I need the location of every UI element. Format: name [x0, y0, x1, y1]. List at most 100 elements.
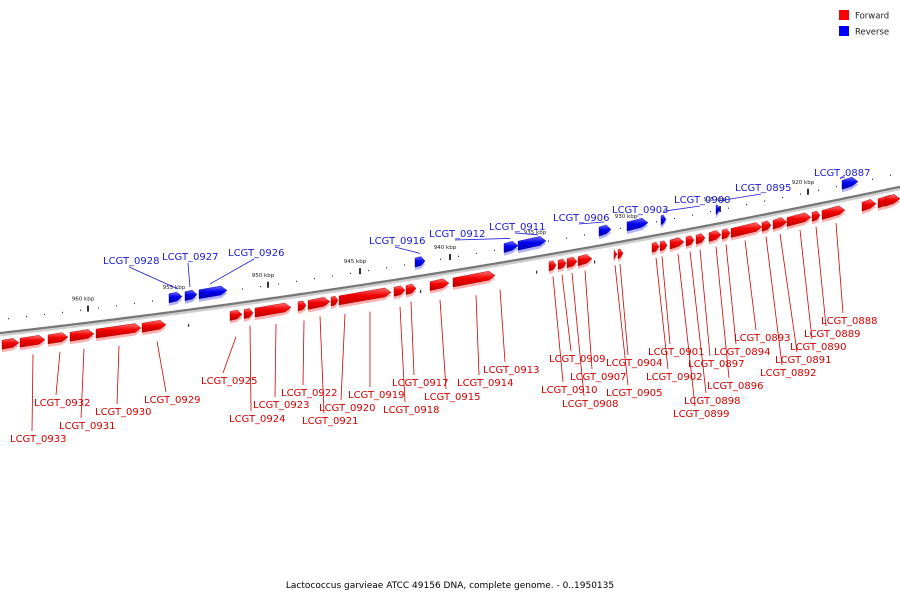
- forward-gene-arrow[interactable]: [307, 296, 331, 310]
- forward-gene-arrow[interactable]: [772, 217, 788, 230]
- forward-gene-arrow[interactable]: [685, 235, 695, 247]
- minor-tick: [420, 289, 422, 293]
- forward-gene-arrow[interactable]: [811, 210, 821, 222]
- forward-gene-arrow[interactable]: [405, 283, 417, 295]
- forward-gene-arrow[interactable]: [695, 233, 706, 245]
- forward-gene-label[interactable]: LCGT_0896: [707, 381, 764, 392]
- forward-gene-arrow[interactable]: [243, 308, 254, 319]
- reverse-gene-label[interactable]: LCGT_0912: [429, 229, 486, 240]
- reverse-gene-arrow[interactable]: [715, 204, 721, 215]
- forward-gene-arrow[interactable]: [393, 285, 406, 297]
- forward-gene-label[interactable]: LCGT_0919: [348, 390, 405, 401]
- minor-tick: [594, 260, 596, 264]
- forward-gene-label[interactable]: LCGT_0904: [606, 358, 663, 369]
- forward-gene-arrow[interactable]: [708, 230, 722, 242]
- forward-gene-label[interactable]: LCGT_0913: [483, 365, 540, 376]
- reverse-gene-arrow[interactable]: [198, 285, 228, 300]
- forward-gene-label[interactable]: LCGT_0929: [144, 395, 201, 406]
- forward-gene-arrow[interactable]: [566, 256, 578, 268]
- forward-gene-label[interactable]: LCGT_0922: [281, 388, 338, 399]
- reverse-gene-arrow[interactable]: [184, 289, 198, 301]
- reverse-gene-arrow[interactable]: [414, 256, 426, 268]
- forward-gene-label[interactable]: LCGT_0893: [734, 333, 791, 344]
- reverse-gene-label[interactable]: LCGT_0895: [735, 183, 792, 194]
- forward-gene-arrow[interactable]: [330, 295, 339, 307]
- forward-gene-arrow[interactable]: [338, 287, 392, 306]
- forward-gene-arrow[interactable]: [69, 329, 95, 342]
- forward-gene-label[interactable]: LCGT_0925: [201, 376, 258, 387]
- forward-gene-label[interactable]: LCGT_0933: [10, 434, 67, 445]
- reverse-gene-arrow[interactable]: [168, 291, 183, 304]
- forward-gene-label[interactable]: LCGT_0931: [59, 421, 116, 432]
- reverse-gene-label[interactable]: LCGT_0906: [553, 213, 610, 224]
- forward-gene-arrow[interactable]: [254, 302, 292, 318]
- forward-gene-arrow[interactable]: [617, 248, 624, 260]
- forward-gene-arrow[interactable]: [577, 254, 593, 267]
- forward-gene-label[interactable]: LCGT_0908: [562, 399, 619, 410]
- forward-gene-arrow[interactable]: [721, 228, 731, 240]
- forward-gene-label[interactable]: LCGT_0905: [606, 388, 663, 399]
- forward-gene-label[interactable]: LCGT_0910: [541, 385, 598, 396]
- forward-gene-label[interactable]: LCGT_0924: [229, 414, 286, 425]
- forward-gene-label[interactable]: LCGT_0898: [684, 396, 741, 407]
- reverse-gene-label[interactable]: LCGT_0900: [674, 195, 731, 206]
- forward-gene-label[interactable]: LCGT_0899: [673, 409, 730, 420]
- reverse-gene-label[interactable]: LCGT_0928: [103, 256, 160, 267]
- forward-gene-label[interactable]: LCGT_0892: [760, 368, 817, 379]
- reverse-gene-arrow[interactable]: [660, 214, 667, 226]
- reverse-gene-label[interactable]: LCGT_0927: [162, 252, 219, 263]
- forward-gene-arrow[interactable]: [821, 205, 846, 220]
- reverse-gene-label[interactable]: LCGT_0903: [612, 205, 669, 216]
- reverse-gene-arrow[interactable]: [598, 224, 612, 237]
- forward-gene-label[interactable]: LCGT_0889: [804, 329, 861, 340]
- forward-gene-label[interactable]: LCGT_0921: [302, 416, 359, 427]
- forward-gene-arrow[interactable]: [452, 270, 496, 288]
- forward-gene-label[interactable]: LCGT_0902: [646, 372, 703, 383]
- minor-tick: [278, 283, 279, 285]
- reverse-gene-label[interactable]: LCGT_0926: [228, 248, 285, 259]
- forward-gene-label[interactable]: LCGT_0917: [392, 378, 449, 389]
- forward-gene-label[interactable]: LCGT_0918: [383, 405, 440, 416]
- forward-gene-arrow[interactable]: [613, 249, 618, 260]
- gene-leader-line: [340, 313, 346, 401]
- forward-gene-arrow[interactable]: [229, 309, 243, 321]
- forward-gene-label[interactable]: LCGT_0894: [714, 347, 771, 358]
- forward-gene-arrow[interactable]: [730, 222, 763, 238]
- gene-leader-line: [302, 320, 305, 386]
- gene-leader-line: [765, 236, 783, 366]
- forward-gene-label[interactable]: LCGT_0901: [648, 347, 705, 358]
- forward-gene-arrow[interactable]: [557, 258, 567, 270]
- forward-gene-arrow[interactable]: [141, 319, 167, 333]
- reverse-gene-label[interactable]: LCGT_0887: [814, 168, 871, 179]
- forward-gene-label[interactable]: LCGT_0888: [821, 316, 878, 327]
- forward-gene-arrow[interactable]: [47, 332, 69, 345]
- forward-gene-label[interactable]: LCGT_0920: [319, 403, 376, 414]
- forward-gene-label[interactable]: LCGT_0897: [688, 359, 745, 370]
- forward-gene-arrow[interactable]: [669, 237, 685, 250]
- reverse-gene-label[interactable]: LCGT_0916: [369, 236, 426, 247]
- forward-gene-arrow[interactable]: [429, 278, 450, 291]
- forward-gene-label[interactable]: LCGT_0930: [95, 407, 152, 418]
- reverse-gene-label[interactable]: LCGT_0911: [489, 222, 546, 233]
- forward-gene-arrow[interactable]: [95, 323, 142, 339]
- forward-gene-arrow[interactable]: [651, 241, 660, 253]
- forward-gene-arrow[interactable]: [659, 240, 668, 252]
- forward-gene-arrow[interactable]: [548, 260, 557, 272]
- forward-gene-arrow[interactable]: [297, 300, 307, 312]
- forward-gene-arrow[interactable]: [19, 335, 46, 348]
- forward-gene-arrow[interactable]: [1, 338, 20, 350]
- forward-gene-arrow[interactable]: [861, 199, 877, 212]
- forward-gene-label[interactable]: LCGT_0890: [790, 342, 847, 353]
- forward-gene-label[interactable]: LCGT_0907: [570, 372, 627, 383]
- reverse-gene-arrow[interactable]: [841, 176, 859, 190]
- forward-gene-label[interactable]: LCGT_0914: [457, 378, 514, 389]
- forward-gene-label[interactable]: LCGT_0923: [253, 400, 310, 411]
- minor-tick: [26, 316, 27, 318]
- forward-gene-label[interactable]: LCGT_0891: [775, 355, 832, 366]
- forward-gene-arrow[interactable]: [884, 194, 900, 207]
- reverse-gene-arrow[interactable]: [503, 240, 519, 253]
- forward-gene-label[interactable]: LCGT_0932: [34, 398, 91, 409]
- forward-gene-label[interactable]: LCGT_0915: [424, 392, 481, 403]
- forward-gene-label[interactable]: LCGT_0909: [549, 354, 606, 365]
- reverse-gene-arrow[interactable]: [626, 217, 649, 232]
